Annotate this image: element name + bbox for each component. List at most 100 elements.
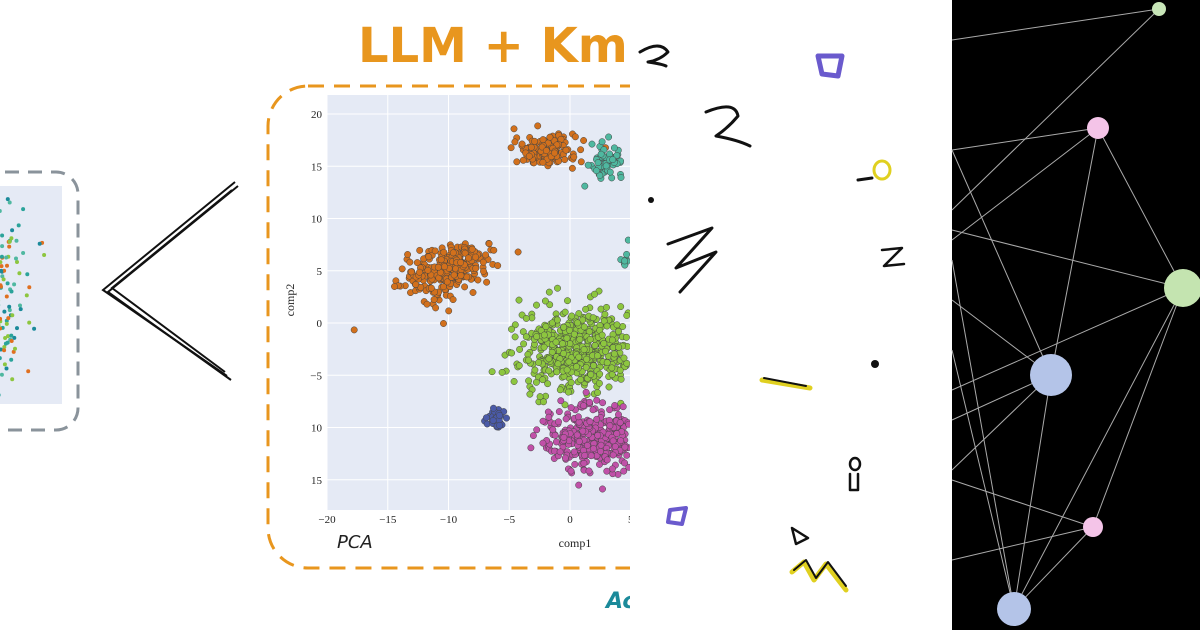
scatter-point (589, 406, 597, 414)
scatter-point (461, 283, 469, 291)
scatter-point (568, 312, 576, 320)
scatter-point (498, 368, 506, 376)
mini-scatter-point (24, 293, 29, 298)
scatter-point (581, 451, 589, 459)
scatter-point (423, 300, 431, 308)
scatter-point (580, 402, 587, 410)
scribble-panel (630, 0, 952, 630)
mini-scatter-point (0, 244, 5, 249)
scatter-point (479, 258, 487, 266)
heading-text: LLM + Km (358, 18, 628, 74)
scatter-point (603, 456, 611, 464)
mini-scatter-point (15, 260, 19, 264)
scatter-point (472, 264, 480, 272)
y-tick-label: 0 (317, 318, 323, 330)
scatter-point (416, 268, 423, 276)
mini-scatter-point (7, 304, 12, 309)
scatter-point (623, 451, 631, 459)
mini-scatter-point (2, 345, 7, 349)
mini-scatter-point (9, 289, 14, 294)
scatter-point (560, 323, 568, 331)
scatter-point (602, 162, 610, 170)
scatter-point (605, 383, 613, 391)
y-tick-label: 10 (311, 214, 323, 226)
scatter-point (574, 319, 581, 327)
mini-scatter-point (0, 372, 4, 377)
scatter-point (514, 248, 522, 256)
scatter-point (526, 390, 534, 398)
scatter-point (532, 378, 540, 386)
scatter-point (350, 326, 358, 334)
scatter-point (573, 363, 580, 371)
scatter-point (494, 262, 502, 270)
scatter-point (432, 304, 440, 312)
x-axis-label: comp1 (559, 536, 592, 550)
scatter-point (594, 352, 601, 360)
scatter-points (350, 122, 633, 493)
mini-scatter-point (9, 357, 14, 362)
scatter-point (468, 245, 476, 253)
scatter-point (545, 355, 553, 363)
scatter-point (573, 431, 581, 439)
scatter-point (603, 359, 611, 367)
scatter-point (575, 353, 583, 361)
scatter-point (603, 322, 611, 330)
mini-scatter-point (26, 369, 31, 374)
y-tick-label: 10 (311, 423, 323, 435)
scatter-point (546, 133, 554, 141)
mini-scatter-point (10, 228, 15, 233)
scatter-point (617, 303, 625, 311)
x-tick-label: −5 (503, 514, 515, 526)
scatter-point (588, 140, 596, 148)
scatter-point (590, 362, 598, 370)
scatter-point (598, 138, 606, 146)
scatter-point (541, 297, 549, 305)
glyph-2 (704, 105, 752, 148)
y-tick-label: −5 (310, 370, 322, 382)
scatter-point (542, 323, 550, 331)
scatter-point (449, 296, 457, 304)
scatter-point (594, 159, 602, 167)
mini-scatter-point (0, 264, 4, 269)
scatter-point (582, 363, 590, 371)
mini-scatter-point (27, 285, 32, 290)
scatter-point (601, 310, 609, 318)
scatter-point (540, 398, 547, 406)
scatter-point (598, 331, 606, 339)
mini-scatter-point (0, 268, 4, 273)
scatter-point (482, 414, 490, 422)
scatter-point (407, 268, 415, 276)
scatter-point (544, 380, 552, 388)
scatter-point (567, 404, 575, 412)
mini-scatter-point (17, 271, 22, 276)
y-tick-label: 20 (311, 109, 323, 121)
mini-scatter-point (2, 348, 7, 353)
scatter-point (571, 133, 579, 141)
scatter-point (615, 411, 622, 419)
scatter-point (557, 397, 565, 405)
scatter-point (503, 414, 510, 422)
mini-scatter-point (0, 393, 1, 397)
mini-scatter-point (25, 272, 30, 277)
mini-scatter-point (2, 309, 7, 314)
glyph-bar (763, 377, 807, 387)
scatter-point (580, 137, 588, 144)
scatter-point (554, 284, 561, 292)
scatter-point (603, 303, 610, 311)
scatter-point (434, 263, 442, 271)
glyph-o-8-bottom (848, 472, 860, 492)
scatter-point (622, 333, 630, 341)
scatter-point (551, 149, 558, 157)
scatter-point (613, 430, 621, 438)
scatter-point (617, 437, 625, 445)
scatter-point (591, 341, 599, 349)
mini-scatter-point (0, 356, 2, 361)
scatter-point (584, 161, 592, 169)
scatter-point (545, 288, 553, 296)
scatter-point (613, 321, 621, 329)
glyph-M (666, 226, 718, 294)
scatter-point (559, 340, 566, 348)
mini-scatter-point (12, 335, 17, 340)
scatter-point (586, 398, 593, 406)
scatter-point (608, 336, 616, 344)
